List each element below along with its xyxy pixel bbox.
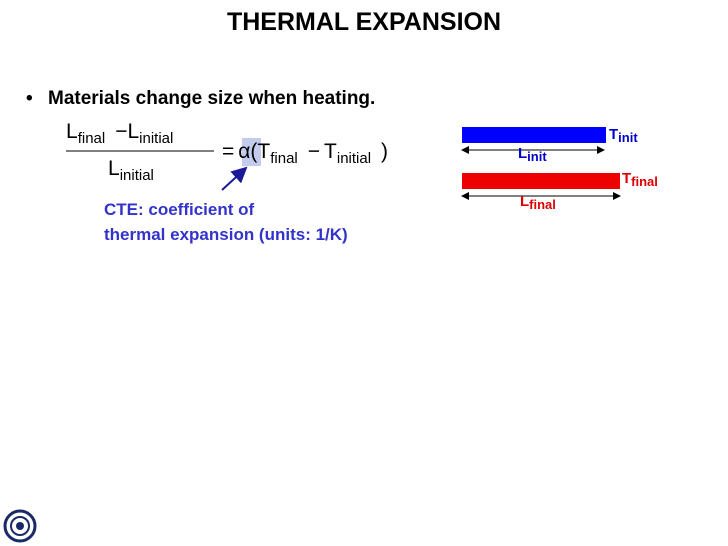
symbol: α	[238, 140, 250, 163]
subscript: final	[631, 174, 658, 189]
label: Linit	[518, 145, 547, 164]
equation-num: Lfinal −Linitial	[66, 120, 173, 147]
operator: =	[222, 140, 234, 163]
label: Tinit	[609, 126, 638, 145]
annotation-arrow	[221, 166, 248, 191]
annotation: thermal expansion (units: 1/K)	[104, 225, 348, 244]
symbol: L	[108, 157, 120, 180]
symbol: L	[520, 193, 529, 210]
alpha-highlight	[242, 138, 261, 166]
bullet-dot: •	[26, 88, 33, 109]
symbol: L	[66, 120, 78, 143]
subscript: init	[527, 149, 547, 164]
symbol: L	[127, 120, 139, 143]
annotation: CTE: coefficient of	[104, 200, 255, 219]
logo	[3, 509, 37, 543]
subscript: initial	[120, 167, 154, 184]
label: Lfinal	[520, 193, 556, 212]
subscript: final	[270, 150, 298, 167]
symbol: T	[324, 140, 337, 163]
equation-den: Linitial	[108, 157, 154, 184]
symbol: L	[518, 145, 527, 162]
subscript: final	[529, 197, 556, 212]
bar-initial	[462, 127, 606, 143]
title: THERMAL EXPANSION	[227, 8, 501, 36]
subscript: final	[78, 130, 106, 147]
operator: −	[115, 120, 127, 143]
subscript: init	[618, 130, 638, 145]
symbol: (T	[250, 140, 270, 163]
symbol: )	[381, 140, 388, 163]
symbol: T	[622, 170, 631, 187]
symbol: T	[609, 126, 618, 143]
equation-rhs: = α(Tfinal − Tinitial)	[222, 140, 388, 167]
subscript: initial	[139, 130, 173, 147]
operator: −	[308, 140, 320, 163]
label: Tfinal	[622, 170, 658, 189]
subscript: initial	[337, 150, 371, 167]
bullet: Materials change size when heating.	[48, 88, 375, 109]
bar-final	[462, 173, 620, 189]
